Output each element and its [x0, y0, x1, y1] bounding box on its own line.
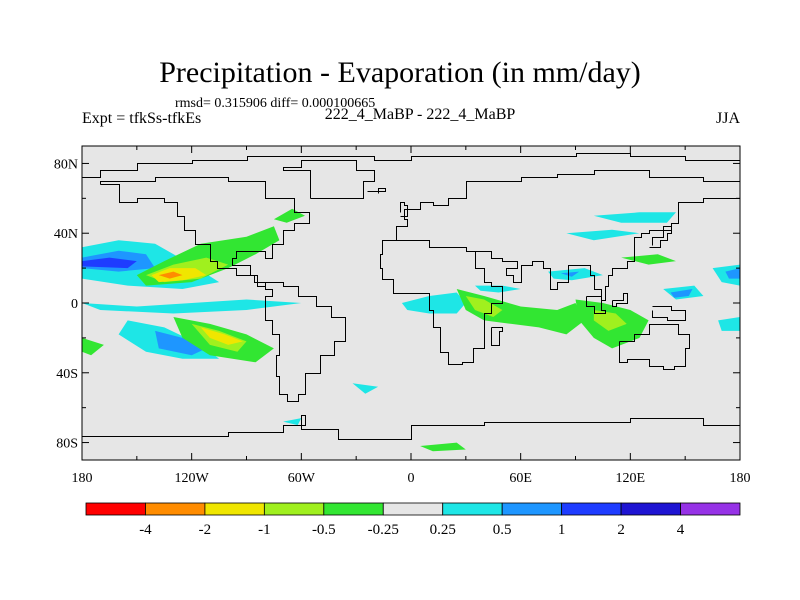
x-tick-label-0: 180: [72, 471, 93, 486]
coastline-3: [393, 170, 740, 241]
experiment-label: Expt = tfkSs-tfkEs: [82, 110, 202, 127]
center-label: 222_4_MaBP - 222_4_MaBP: [324, 106, 516, 123]
coastline-1: [100, 177, 346, 402]
contour-region-32: [283, 418, 302, 426]
colorbar-swatch-9: [620, 502, 681, 516]
coastline-2: [283, 160, 375, 199]
colorbar-swatch-2: [204, 502, 265, 516]
chart-subtitle: rmsd= 0.315906 diff= 0.000100665: [175, 96, 376, 111]
colorbar-label-2: -1: [258, 522, 271, 538]
coastline-4: [380, 240, 503, 365]
contour-region-6: [158, 271, 183, 279]
coastline-0: [82, 153, 740, 178]
contour-region-20: [560, 271, 580, 277]
colorbar: -4 -2 -1 -0.5 -0.25 0.25 0.5 1 2 4: [85, 502, 741, 538]
colorbar-label-6: 0.5: [493, 522, 512, 538]
colorbar-label-5: 0.25: [430, 522, 456, 538]
contour-region-24: [725, 268, 740, 279]
contour-region-31: [352, 383, 379, 394]
contour-region-18: [475, 285, 521, 293]
colorbar-label-8: 2: [617, 522, 625, 538]
contour-region-12: [200, 327, 243, 345]
contour-region-2: [82, 257, 137, 269]
contour-region-29: [82, 337, 104, 356]
y-tick-label-2: 0: [71, 297, 78, 312]
y-tick-label-1: 40N: [54, 227, 78, 242]
contour-region-17: [593, 310, 627, 331]
x-tick-label-4: 60E: [509, 471, 532, 486]
coastline-11: [491, 327, 503, 346]
coastline-8: [586, 296, 606, 314]
coastline-6: [619, 324, 690, 370]
season-label: JJA: [715, 110, 740, 127]
coastline-5: [475, 188, 740, 301]
coastline-13: [367, 188, 386, 194]
colorbar-swatch-1: [145, 502, 206, 516]
colorbar-swatch-0: [85, 502, 146, 516]
coastline-12: [400, 202, 408, 217]
colorbar-label-7: 1: [558, 522, 566, 538]
contour-region-33: [420, 442, 466, 452]
x-tick-label-2: 60W: [288, 471, 316, 486]
contour-region-9: [155, 330, 207, 356]
x-tick-label-5: 120E: [616, 471, 646, 486]
contour-region-19: [548, 268, 603, 281]
y-tick-label-3: 40S: [56, 367, 78, 382]
chart-title: Precipitation - Evaporation (in mm/day): [159, 56, 641, 89]
colorbar-swatch-10: [680, 502, 741, 516]
colorbar-swatch-3: [263, 502, 325, 516]
coastline-14: [82, 415, 740, 440]
coastline-7: [649, 226, 672, 248]
colorbar-label-9: 4: [677, 522, 685, 538]
colorbar-label-3: -0.5: [312, 522, 336, 538]
y-tick-label-4: 80S: [56, 437, 78, 452]
colorbar-label-4: -0.25: [368, 522, 399, 538]
colorbar-swatch-4: [323, 502, 384, 516]
contour-region-13: [401, 292, 466, 314]
x-tick-label-1: 120W: [175, 471, 210, 486]
contour-region-26: [593, 212, 676, 223]
contour-region-7: [82, 299, 302, 314]
contour-region-25: [718, 317, 740, 331]
coastline-10: [652, 306, 686, 321]
coastline-9: [612, 293, 628, 307]
colorbar-swatch-8: [561, 502, 622, 516]
contour-region-22: [670, 289, 693, 298]
colorbar-swatch-7: [501, 502, 563, 516]
colorbar-swatch-5: [382, 502, 444, 516]
contour-region-14: [456, 289, 585, 335]
coastlines: [82, 153, 740, 440]
axes: 180 120W 60W 0 60E 120E 180 80N 40N 0 40S 80S: [54, 146, 751, 486]
colorbar-swatch-6: [442, 502, 503, 516]
y-tick-label-0: 80N: [54, 157, 78, 172]
contour-region-15: [465, 296, 503, 317]
x-tick-label-3: 0: [408, 471, 415, 486]
contour-regions: [82, 208, 740, 452]
x-tick-label-6: 180: [730, 471, 751, 486]
contour-region-27: [566, 229, 640, 241]
colorbar-label-1: -2: [199, 522, 212, 538]
colorbar-label-0: -4: [139, 522, 152, 538]
